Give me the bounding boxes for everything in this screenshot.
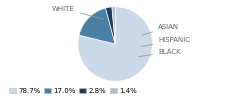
- Wedge shape: [112, 7, 115, 44]
- Legend: 78.7%, 17.0%, 2.8%, 1.4%: 78.7%, 17.0%, 2.8%, 1.4%: [6, 85, 140, 96]
- Wedge shape: [105, 7, 115, 44]
- Text: ASIAN: ASIAN: [142, 24, 179, 35]
- Wedge shape: [78, 7, 152, 81]
- Text: HISPANIC: HISPANIC: [141, 37, 190, 46]
- Text: BLACK: BLACK: [138, 49, 181, 57]
- Wedge shape: [79, 8, 115, 44]
- Text: WHITE: WHITE: [52, 6, 103, 19]
